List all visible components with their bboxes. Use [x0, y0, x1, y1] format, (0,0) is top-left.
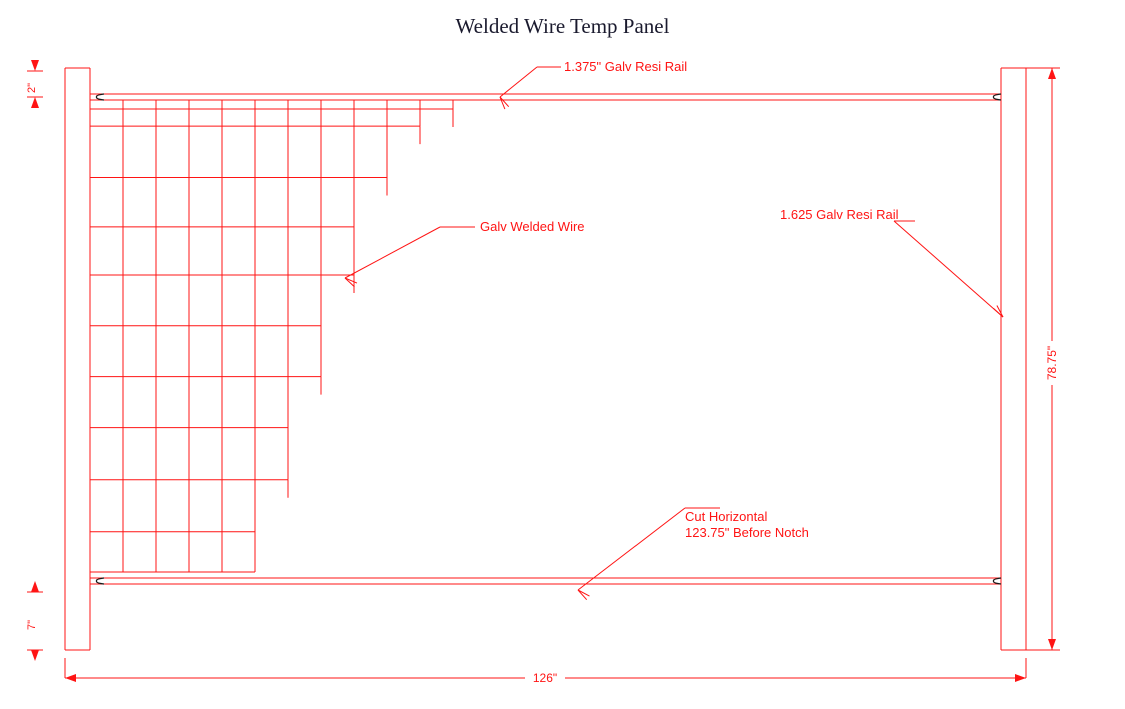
svg-text:123.75" Before Notch: 123.75" Before Notch [685, 525, 809, 540]
svg-text:Galv Welded Wire: Galv Welded Wire [480, 219, 585, 234]
svg-text:1.375" Galv Resi Rail: 1.375" Galv Resi Rail [564, 59, 687, 74]
svg-text:Cut Horizontal: Cut Horizontal [685, 509, 767, 524]
svg-text:78.75": 78.75" [1045, 346, 1059, 380]
svg-text:1.625 Galv Resi Rail: 1.625 Galv Resi Rail [780, 207, 899, 222]
svg-text:126": 126" [533, 671, 557, 685]
svg-text:7": 7" [26, 620, 38, 630]
svg-text:2": 2" [26, 83, 38, 93]
